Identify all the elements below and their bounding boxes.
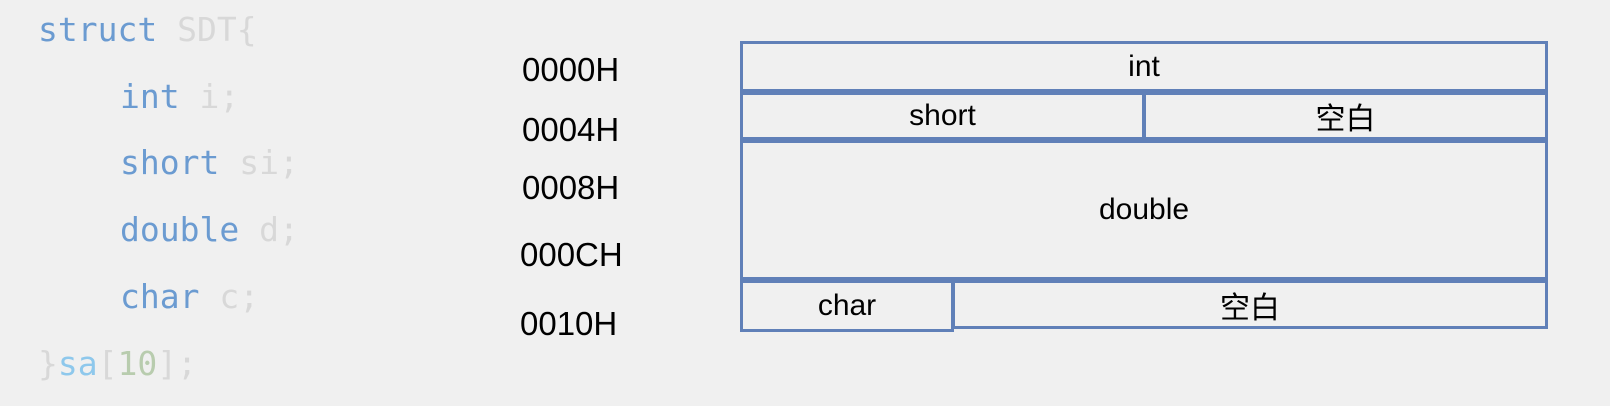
address-label: 0000H [522, 51, 620, 88]
struct-keyword: struct [38, 10, 158, 49]
int-type: int [120, 77, 180, 116]
address-label: 000CH [520, 236, 623, 273]
code-line-char: char c; [120, 277, 259, 317]
address-label: 0004H [522, 111, 620, 148]
array-close: ]; [157, 344, 197, 383]
code-line-double: double d; [120, 210, 299, 250]
memory-cell-short: short [740, 92, 1145, 140]
struct-name: SDT{ [177, 10, 257, 49]
close-brace: } [38, 344, 58, 383]
memory-cell-padding: 空白 [1143, 92, 1548, 140]
array-name: sa [57, 344, 98, 383]
memory-cell-int: int [740, 41, 1548, 92]
code-line-close: }sa[10]; [38, 344, 197, 384]
int-field: i; [199, 77, 240, 116]
array-size: 10 [117, 344, 158, 383]
memory-cell-padding: 空白 [952, 280, 1548, 329]
memory-cell-char: char [740, 280, 954, 332]
code-line-int: int i; [120, 77, 239, 117]
char-field: c; [219, 277, 260, 316]
address-label: 0010H [520, 305, 618, 342]
char-type: char [120, 277, 200, 316]
memory-cell-double: double [740, 140, 1548, 280]
double-field: d; [259, 210, 299, 249]
code-line-short: short si; [120, 143, 299, 183]
short-field: si; [239, 143, 299, 182]
double-type: double [120, 210, 240, 249]
code-line-struct: struct SDT{ [38, 10, 257, 50]
array-open: [ [97, 344, 118, 383]
short-type: short [120, 143, 220, 182]
address-label: 0008H [522, 169, 620, 206]
